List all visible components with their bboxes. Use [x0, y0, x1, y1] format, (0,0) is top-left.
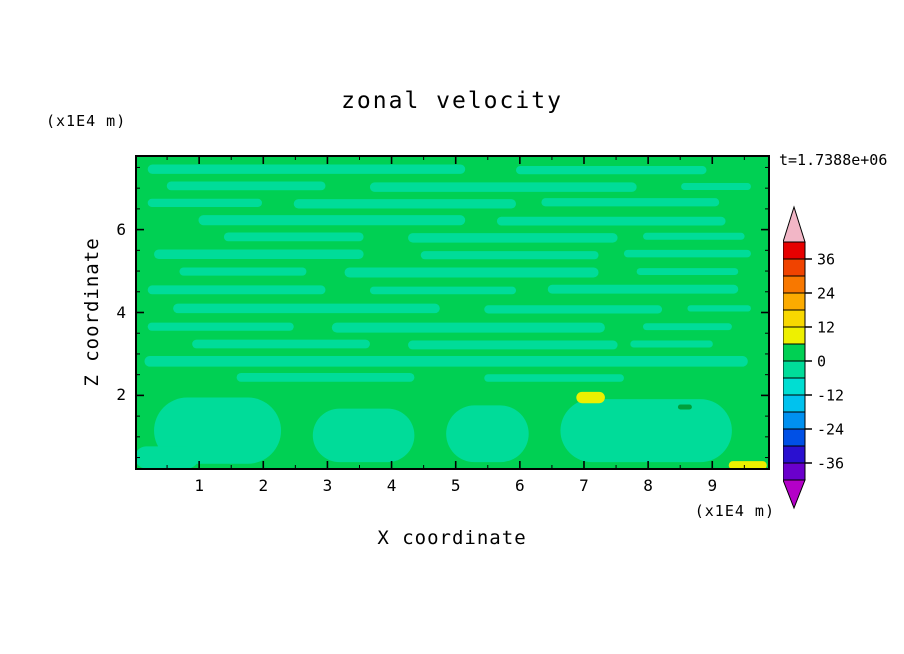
colorbar-segment	[783, 275, 806, 294]
contour-region	[147, 285, 326, 295]
colorbar-tick-label: -24	[817, 421, 844, 439]
contour-region	[147, 164, 466, 174]
colorbar-segment	[783, 428, 806, 447]
colorbar-segment	[783, 343, 806, 362]
colorbar-over-arrow	[783, 205, 806, 243]
contour-region	[236, 372, 415, 382]
x-tick-label: 5	[450, 476, 461, 495]
contour-region	[496, 216, 726, 226]
contour-region	[541, 198, 720, 207]
colorbar-segment	[783, 292, 806, 311]
colorbar-segment	[783, 326, 806, 345]
contour-region	[173, 303, 440, 314]
contour-region	[623, 249, 751, 258]
colorbar-segment	[783, 309, 806, 328]
colorbar-tick-label: -12	[817, 387, 844, 405]
contour-region	[408, 233, 618, 243]
contour-region	[687, 305, 751, 312]
contour-region	[484, 374, 624, 382]
contour-region	[192, 339, 370, 349]
colorbar-segment	[783, 241, 806, 260]
y-tick-label: 6	[116, 219, 126, 239]
contour-region	[547, 284, 739, 294]
colorbar-tick-label: 12	[817, 319, 835, 337]
contour-region	[516, 166, 707, 175]
colorbar-segment	[783, 462, 806, 481]
colorbar-tick-label: 0	[817, 353, 826, 371]
contour-region	[369, 286, 516, 295]
contour-region	[484, 305, 663, 314]
x-tick-label: 1	[194, 476, 204, 495]
x-axis-unit-label: (x1E4 m)	[694, 502, 775, 520]
contour-region	[677, 404, 692, 410]
contour-region	[293, 199, 516, 209]
contour-region	[223, 232, 364, 242]
y-tick-label: 4	[116, 302, 126, 322]
x-tick-label: 8	[643, 476, 653, 495]
contour-region	[420, 251, 599, 260]
time-annotation: t=1.7388e+06	[779, 151, 888, 169]
contour-region	[630, 340, 713, 348]
contour-region	[198, 215, 466, 226]
contour-region	[576, 391, 605, 404]
colorbar-segment	[783, 258, 806, 277]
colorbar-segment	[783, 445, 806, 464]
x-tick-label: 7	[579, 476, 589, 495]
colorbar: 36 24 12 0 -12 -24 -36	[783, 205, 844, 510]
colorbar-segment	[783, 377, 806, 396]
x-tick-label: 2	[258, 476, 269, 495]
contour-region	[344, 267, 599, 278]
contour-region	[636, 268, 739, 276]
x-tick-label: 9	[707, 476, 718, 495]
contour-region	[681, 183, 751, 190]
colorbar-segment	[783, 411, 806, 430]
contour-region	[166, 181, 326, 191]
colorbar-tick-label: 36	[817, 251, 835, 269]
contour-region	[179, 267, 307, 276]
contour-region	[408, 340, 618, 350]
x-axis-title: X coordinate	[377, 527, 527, 549]
contour-region	[446, 405, 529, 463]
contour-region	[312, 408, 415, 463]
contour-region	[331, 322, 605, 333]
contour-region	[560, 399, 732, 463]
y-tick-label: 2	[116, 385, 126, 405]
contour-region	[643, 232, 745, 240]
colorbar-segment	[783, 360, 806, 379]
plot-frame	[135, 155, 770, 470]
colorbar-under-arrow	[783, 479, 806, 510]
contour-region	[728, 461, 767, 470]
colorbar-tick-label: 24	[817, 285, 835, 303]
y-axis-unit-label: (x1E4 m)	[46, 112, 127, 130]
colorbar-tick-label: -36	[817, 455, 844, 473]
contour-region	[643, 323, 732, 331]
contour-region	[147, 198, 262, 207]
contour-region	[135, 446, 199, 469]
contour-region	[144, 355, 748, 367]
contour-plot-area	[135, 155, 770, 470]
x-tick-label: 3	[322, 476, 333, 495]
contour-plot	[135, 155, 770, 470]
x-tick-label: 6	[515, 476, 525, 495]
chart-title: zonal velocity	[341, 88, 563, 114]
x-tick-label: 4	[386, 476, 397, 495]
colorbar-segment	[783, 394, 806, 413]
contour-region	[154, 249, 364, 259]
contour-region	[147, 322, 294, 331]
contour-region	[369, 182, 637, 192]
